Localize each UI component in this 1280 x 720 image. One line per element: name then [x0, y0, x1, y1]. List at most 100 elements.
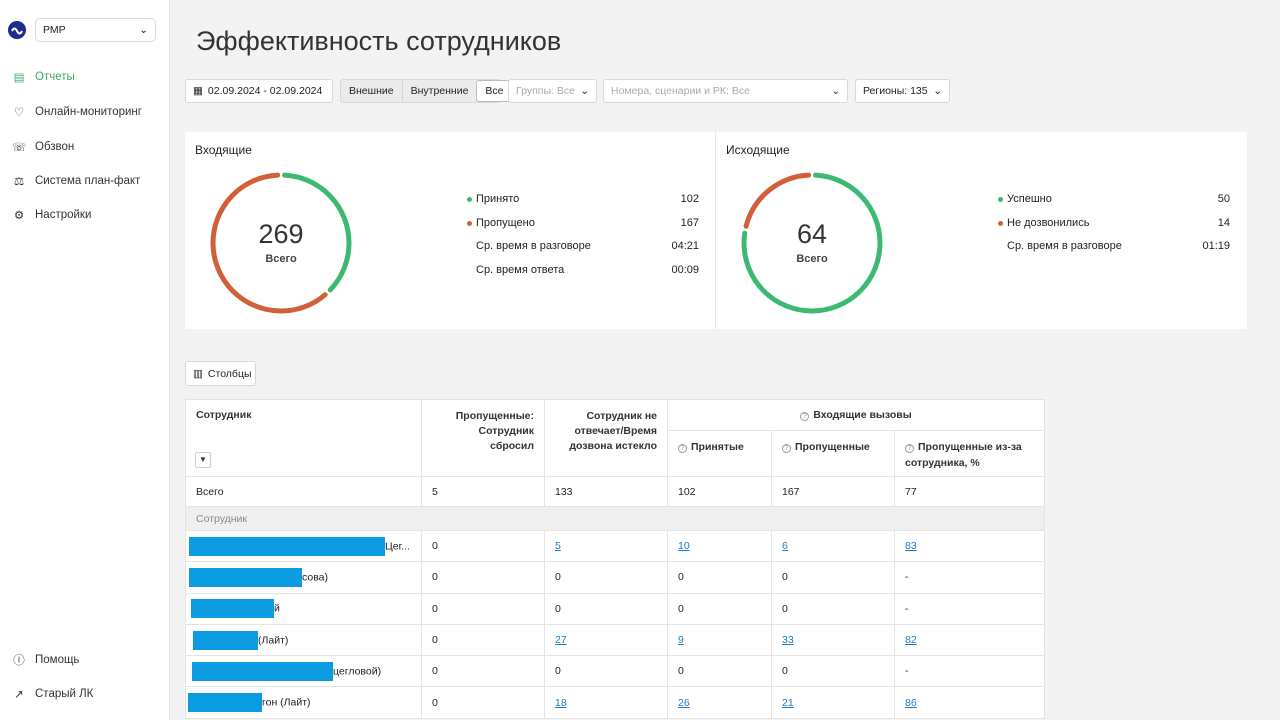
groups: Группы: Все	[516, 85, 575, 97]
cell: 133	[544, 476, 668, 507]
toggle[interactable]: Внешние	[349, 85, 394, 97]
donut-segment	[741, 172, 883, 314]
cell-value: 0	[782, 571, 788, 584]
help-icon[interactable]: ?	[678, 444, 687, 453]
cell: 6	[771, 529, 895, 563]
stat-value: 102	[680, 193, 699, 205]
cell: Всего	[185, 476, 422, 507]
cell: 9	[667, 623, 772, 657]
cell-link[interactable]: 5	[555, 540, 561, 553]
columns-button[interactable]: ▥ Столбцы	[185, 361, 256, 386]
help-icon[interactable]: ?	[782, 444, 791, 453]
employee-cell: гон (Лайт)	[185, 686, 422, 719]
card-title: Входящие	[195, 143, 252, 157]
legend-dot	[998, 197, 1003, 202]
cell-value: 0	[432, 602, 438, 615]
cell-link[interactable]: 9	[678, 634, 684, 647]
nav-item[interactable]: ⚖ Система план-факт	[12, 172, 140, 190]
nav-item[interactable]: ☏ Обзвон	[12, 138, 74, 156]
toggle[interactable]: Все	[476, 80, 513, 102]
nav-icon: ⓘ	[13, 655, 25, 667]
cell: 0	[421, 592, 545, 625]
cell-value: 0	[555, 602, 561, 615]
cell: 77	[893, 476, 1046, 507]
cell: 0	[771, 561, 895, 594]
nav-item[interactable]: ♡ Онлайн-мониторинг	[12, 103, 142, 121]
nav-icon: ⚖	[13, 176, 25, 188]
nav-item[interactable]: ↗ Старый ЛК	[12, 685, 93, 703]
columns-label: Столбцы	[207, 367, 252, 380]
employee-row: цегловой) 0 0 0 0 -	[185, 655, 1046, 688]
cell-link[interactable]: 26	[678, 696, 690, 709]
total: 64	[796, 219, 828, 249]
cell-value: 0	[555, 665, 561, 678]
total: 269	[258, 219, 304, 249]
numbers-filter[interactable]: Номера, сценарии и РК: Все ⌄	[603, 79, 848, 103]
groups-filter[interactable]: Группы: Все ⌄	[508, 79, 597, 103]
nav-label: Отчеты	[35, 71, 75, 83]
legend-dot	[998, 220, 1003, 226]
legend-dot	[467, 220, 472, 226]
redaction	[191, 599, 274, 619]
stat-label: Пропущено	[476, 216, 535, 229]
stat-value: 00:09	[671, 264, 699, 277]
cell: 0	[544, 561, 668, 594]
cell: 0	[771, 592, 895, 625]
cell-value: 0	[432, 665, 438, 678]
cell-value: 0	[678, 665, 684, 678]
cell-link[interactable]: 27	[555, 634, 567, 647]
nav-item[interactable]: ▤ Отчеты	[12, 68, 75, 86]
redaction	[189, 536, 385, 556]
header-incoming: ? Входящие вызовы	[666, 399, 1046, 431]
cell: 10	[667, 529, 772, 563]
regions: Регионы: 135	[863, 85, 928, 97]
date: 02.09.2024 - 02.09.2024	[207, 85, 323, 97]
nav-label: Помощь	[35, 654, 80, 666]
sidebar: РМР ⌄ ▤ Отчеты ♡ Онлайн-мониторинг ☏ Обзвон ⚖ Си…	[0, 0, 170, 720]
cell: 167	[771, 476, 895, 507]
cell-link[interactable]: 33	[782, 634, 794, 647]
cell: 0	[421, 561, 545, 594]
account: РМР	[43, 24, 66, 36]
employee-cell: (Лайт)	[185, 623, 422, 657]
cell-value: 0	[782, 665, 788, 678]
nav-label: Онлайн-мониторинг	[35, 106, 142, 118]
cell-link[interactable]: 82	[905, 634, 917, 647]
cell: 5	[544, 529, 668, 563]
employee-row: Цег... 0 5 10 6 83	[185, 529, 1046, 563]
cell-value: -	[905, 602, 909, 615]
cell-link[interactable]: 83	[905, 540, 917, 553]
cell-value: 0	[432, 571, 438, 584]
nav-label: Старый ЛК	[35, 688, 94, 700]
date-filter[interactable]: ▦ 02.09.2024 - 02.09.2024	[185, 79, 333, 103]
stat-label: Ср. время в разговоре	[476, 240, 591, 253]
filter-button[interactable]: ▼	[195, 452, 211, 468]
employee-name: Цег...	[385, 539, 410, 552]
employee-name: й	[274, 602, 280, 615]
employee-name: цегловой)	[333, 665, 382, 678]
cell: 27	[544, 623, 668, 657]
stat-row: Принято 102	[467, 193, 699, 205]
employee-name: гон (Лайт)	[262, 696, 311, 709]
help-icon[interactable]: ?	[800, 412, 810, 421]
cell-link[interactable]: 6	[782, 540, 788, 553]
cell-value: 0	[678, 571, 684, 584]
page-title: Эффективность сотрудников	[196, 26, 562, 56]
nav-item[interactable]: ⚙ Настройки	[12, 206, 92, 224]
cell-value: 0	[432, 696, 438, 709]
regions-filter[interactable]: Регионы: 135 ⌄	[855, 79, 950, 103]
help-icon[interactable]: ?	[905, 444, 914, 453]
cell-link[interactable]: 21	[782, 696, 794, 709]
stat-row: Ср. время в разговоре 04:21	[476, 240, 699, 252]
cell-link[interactable]: 10	[678, 540, 690, 553]
nav-item[interactable]: ⓘ Помощь	[12, 651, 79, 669]
toggle[interactable]: Внутренние	[401, 80, 477, 102]
cell-value: 0	[782, 602, 788, 615]
account-select[interactable]: РМР ⌄	[35, 18, 156, 42]
chevron: ⌄	[933, 85, 942, 97]
cell-value: 0	[555, 571, 561, 584]
cell-link[interactable]: 86	[905, 696, 917, 709]
stat-value: 04:21	[671, 240, 699, 253]
cell-link[interactable]: 18	[555, 696, 567, 709]
